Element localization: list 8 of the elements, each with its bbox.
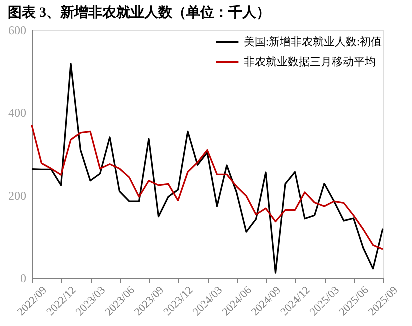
y-tick-label: 600 <box>8 24 26 38</box>
line-series <box>31 124 384 250</box>
y-tick-label: 0 <box>20 272 26 286</box>
y-tick-label: 400 <box>8 106 26 120</box>
chart-title: 图表 3、新增非农就业人数（单位：千人） <box>8 4 270 21</box>
y-tick-label: 200 <box>8 188 26 203</box>
legend-label: 非农就业数据三月移动平均 <box>244 56 376 68</box>
legend-label: 美国:新增非农就业人数:初值 <box>244 36 382 48</box>
